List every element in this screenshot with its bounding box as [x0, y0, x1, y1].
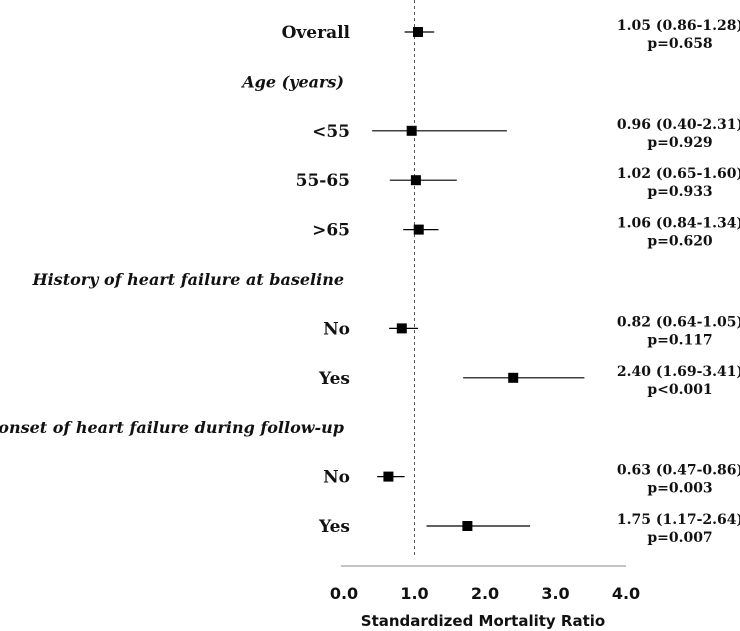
estimate-ci-label: 1.75 (1.17-2.64): [617, 512, 740, 528]
estimate-marker: [508, 372, 519, 383]
p-value-label: p=0.620: [647, 234, 713, 250]
estimate-marker: [462, 521, 473, 531]
row-label: No: [323, 468, 350, 488]
x-tick-label: 2.0: [471, 584, 499, 603]
estimate-marker: [413, 224, 424, 235]
group-label: History of heart failure at baseline: [31, 270, 344, 289]
p-value-label: p=0.658: [647, 36, 712, 52]
x-axis: 0.0 1.0 2.0 3.0 4.0 Standardized Mortality Ra…: [330, 565, 640, 630]
x-tick-label: 0.0: [330, 584, 358, 603]
estimate-ci-label: 0.63 (0.47-0.86): [617, 463, 740, 479]
row-label: Yes: [318, 517, 350, 537]
estimate-marker: [406, 125, 417, 136]
p-value-label: p<0.001: [647, 382, 712, 398]
p-value-label: p=0.003: [647, 481, 712, 497]
row-label: No: [323, 319, 350, 339]
estimate-marker: [383, 471, 394, 482]
estimate-ci-label: 2.40 (1.69-3.41): [617, 364, 740, 380]
estimate-ci-label: 0.96 (0.40-2.31): [617, 117, 740, 133]
estimate-ci-label: 1.02 (0.65-1.60): [617, 166, 740, 182]
row-label: Yes: [318, 369, 350, 389]
p-value-label: p=0.007: [647, 530, 712, 546]
row-label: Overall: [282, 23, 351, 43]
p-value-label: p=0.117: [647, 332, 712, 348]
group-label: Age (years): [240, 72, 344, 91]
x-axis-title: Standardized Mortality Ratio: [361, 612, 605, 630]
estimate-ci-label: 1.06 (0.84-1.34): [617, 216, 740, 232]
p-value-label: p=0.929: [647, 135, 712, 151]
x-tick-label: 1.0: [400, 584, 428, 603]
row-label: 55-65: [296, 171, 350, 191]
estimate-marker: [410, 175, 421, 186]
estimate-ci-label: 0.82 (0.64-1.05): [617, 314, 740, 330]
estimate-ci-label: 1.05 (0.86-1.28): [617, 18, 740, 34]
estimate-marker: [396, 323, 407, 334]
row-label: >65: [312, 221, 350, 241]
estimate-marker: [413, 27, 424, 37]
group-label: New onset of heart failure during follow…: [0, 418, 344, 437]
row-label: <55: [312, 122, 350, 142]
p-value-label: p=0.933: [647, 184, 712, 200]
rows-layer: Overall 1.05 (0.86-1.28) p=0.658 Age (years…: [0, 0, 740, 556]
x-tick-label: 4.0: [612, 584, 640, 603]
x-tick-label: 3.0: [541, 584, 569, 603]
